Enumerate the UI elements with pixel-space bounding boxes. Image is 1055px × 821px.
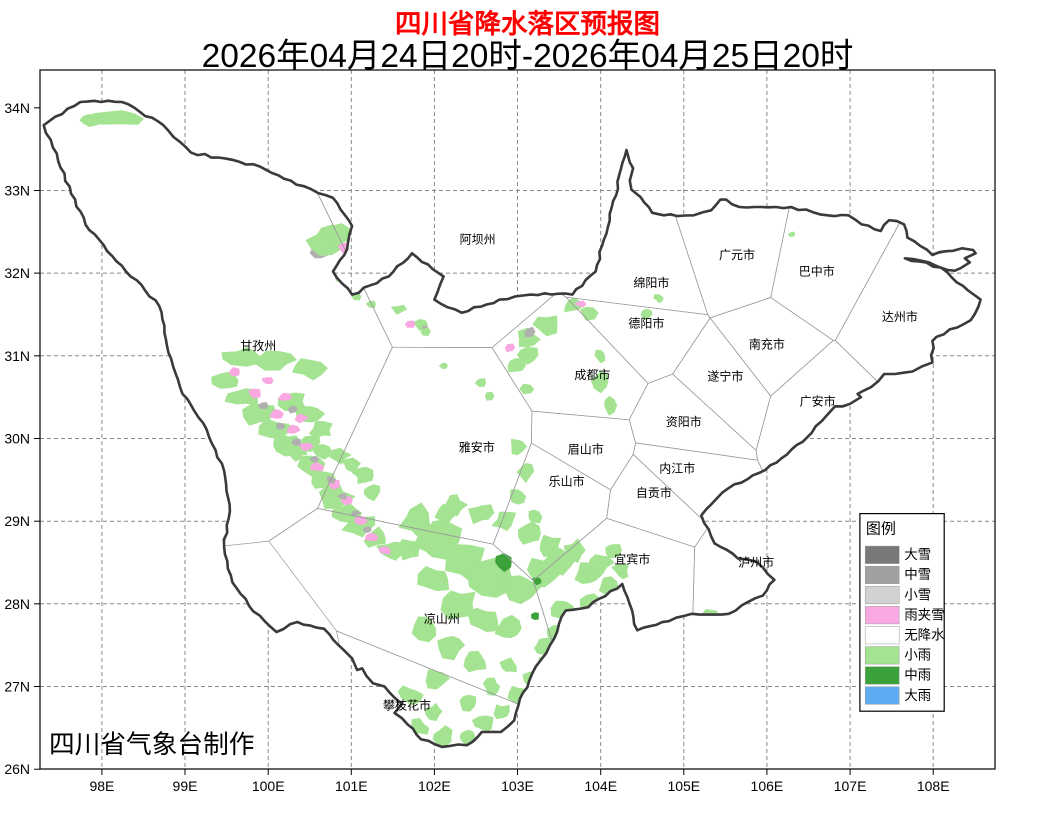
svg-text:26N: 26N xyxy=(4,761,30,777)
svg-text:达州市: 达州市 xyxy=(882,309,918,324)
svg-text:雅安市: 雅安市 xyxy=(459,440,495,455)
svg-text:眉山市: 眉山市 xyxy=(568,441,604,456)
svg-text:106E: 106E xyxy=(751,778,784,794)
svg-text:100E: 100E xyxy=(252,778,285,794)
svg-text:31N: 31N xyxy=(4,348,30,364)
svg-text:无降水: 无降水 xyxy=(904,628,945,643)
svg-text:中雨: 中雨 xyxy=(904,668,931,683)
svg-text:图例: 图例 xyxy=(866,521,896,538)
svg-text:自贡市: 自贡市 xyxy=(636,485,672,500)
svg-text:大雨: 大雨 xyxy=(904,688,931,703)
svg-text:阿坝州: 阿坝州 xyxy=(460,232,496,246)
svg-text:雨夹雪: 雨夹雪 xyxy=(904,607,945,622)
svg-text:甘孜州: 甘孜州 xyxy=(240,339,276,353)
svg-text:小雨: 小雨 xyxy=(904,648,931,663)
svg-text:大雪: 大雪 xyxy=(904,547,931,562)
svg-text:107E: 107E xyxy=(834,778,867,794)
svg-text:28N: 28N xyxy=(4,596,30,612)
svg-text:27N: 27N xyxy=(4,679,30,695)
svg-text:32N: 32N xyxy=(4,265,30,281)
svg-text:遂宁市: 遂宁市 xyxy=(707,369,743,384)
svg-text:攀枝花市: 攀枝花市 xyxy=(383,698,431,713)
svg-text:广安市: 广安市 xyxy=(800,393,836,408)
svg-text:南充市: 南充市 xyxy=(749,336,785,351)
svg-text:33N: 33N xyxy=(4,183,30,199)
svg-text:105E: 105E xyxy=(667,778,700,794)
svg-text:102E: 102E xyxy=(418,778,451,794)
svg-text:巴中市: 巴中市 xyxy=(799,264,835,279)
svg-text:内江市: 内江市 xyxy=(659,460,695,475)
svg-text:108E: 108E xyxy=(917,778,950,794)
svg-text:广元市: 广元市 xyxy=(719,247,755,262)
svg-text:乐山市: 乐山市 xyxy=(549,474,585,489)
svg-text:泸州市: 泸州市 xyxy=(738,555,774,570)
svg-text:103E: 103E xyxy=(501,778,534,794)
svg-text:成都市: 成都市 xyxy=(574,367,610,382)
svg-text:中雪: 中雪 xyxy=(904,567,931,582)
svg-text:资阳市: 资阳市 xyxy=(666,414,702,429)
svg-text:99E: 99E xyxy=(173,778,198,794)
svg-text:宜宾市: 宜宾市 xyxy=(614,551,650,566)
svg-text:绵阳市: 绵阳市 xyxy=(633,275,669,290)
svg-text:小雪: 小雪 xyxy=(904,587,931,602)
svg-text:30N: 30N xyxy=(4,431,30,447)
svg-text:德阳市: 德阳市 xyxy=(628,316,664,331)
svg-text:104E: 104E xyxy=(584,778,617,794)
svg-text:凉山州: 凉山州 xyxy=(424,611,460,626)
svg-text:101E: 101E xyxy=(335,778,368,794)
svg-text:98E: 98E xyxy=(89,778,114,794)
svg-text:29N: 29N xyxy=(4,513,30,529)
svg-text:34N: 34N xyxy=(4,100,30,116)
